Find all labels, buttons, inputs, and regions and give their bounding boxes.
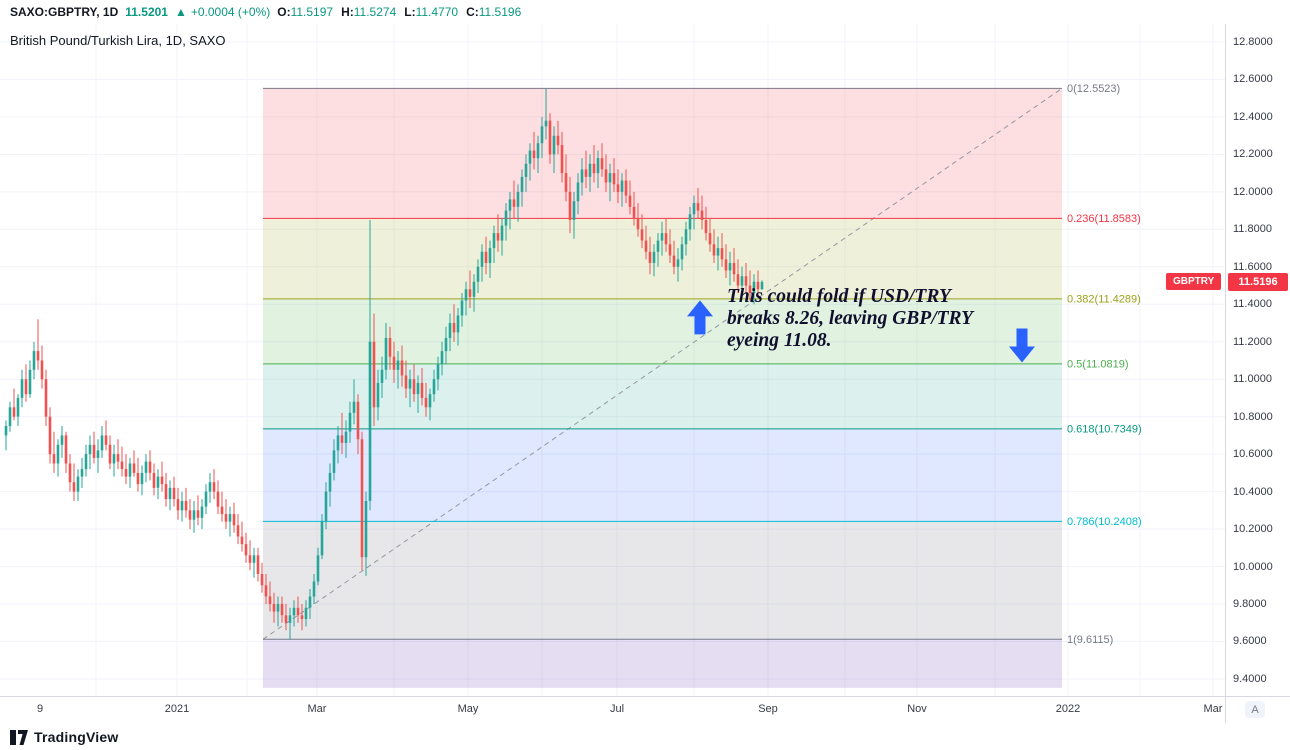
price-axis-label: 10.2000: [1233, 523, 1273, 535]
price-axis-label: 10.4000: [1233, 486, 1273, 498]
fib-level-label: 1(9.6115): [1067, 634, 1113, 646]
annotation-line: eyeing 11.08.: [727, 330, 832, 351]
auto-scale-button[interactable]: A: [1245, 701, 1265, 718]
price-axis-label: 9.4000: [1233, 673, 1267, 685]
time-axis-label: May: [457, 703, 479, 715]
annotation-line: breaks 8.26, leaving GBP/TRY: [727, 308, 974, 329]
chart-legend[interactable]: British Pound/Turkish Lira, 1D, SAXO: [10, 33, 226, 48]
time-axis[interactable]: 9 2021 Mar May Jul Sep Nov 2022 Mar: [0, 696, 1225, 723]
tradingview-logo-icon: [10, 729, 28, 745]
time-axis-label: Sep: [758, 703, 778, 715]
ohlc-values: O: 11.5197 H: 11.5274 L: 11.4770 C: 11.5196: [277, 5, 521, 19]
arrow-down-icon: [1009, 328, 1035, 363]
price-change: ▲ +0.0004 (+0%): [175, 5, 270, 19]
chart-canvas[interactable]: 0(12.5523) 0.236(11.8583) 0.382(11.4289) 0.…: [0, 24, 1225, 696]
fib-retracement[interactable]: 0(12.5523) 0.236(11.8583) 0.382(11.4289) 0.…: [262, 83, 1142, 688]
price-axis-label: 12.8000: [1233, 36, 1273, 48]
price-axis-label: 10.8000: [1233, 411, 1273, 423]
last-price-axis-tag: 11.5196: [1228, 273, 1288, 291]
tradingview-logo-text: TradingView: [34, 729, 119, 745]
fib-level-label: 0.618(10.7349): [1067, 423, 1142, 435]
price-axis[interactable]: 11.5196 9.4000 9.6000 9.8000 10.0000 10.2000…: [1225, 24, 1290, 696]
price-axis-label: 12.2000: [1233, 148, 1273, 160]
price-axis-label: 10.6000: [1233, 448, 1273, 460]
low-value: L: 11.4770: [404, 5, 459, 19]
symbol-title[interactable]: SAXO:GBPTRY, 1D: [10, 5, 119, 19]
time-axis-label: Mar: [1203, 703, 1223, 715]
fib-level-label: 0.236(11.8583): [1067, 213, 1141, 225]
price-axis-label: 12.6000: [1233, 73, 1273, 85]
time-axis-label: 2022: [1055, 703, 1081, 715]
change-text: +0.0004 (+0%): [190, 5, 271, 19]
price-axis-label: 12.0000: [1233, 186, 1273, 198]
tradingview-logo[interactable]: TradingView: [10, 729, 118, 745]
price-axis-label: 11.6000: [1233, 261, 1272, 273]
annotation-line: This could fold if USD/TRY: [727, 286, 951, 307]
time-axis-label: Nov: [907, 703, 927, 715]
up-triangle-icon: ▲: [174, 5, 187, 19]
price-axis-label: 11.8000: [1233, 223, 1272, 235]
time-axis-label: 2021: [164, 703, 190, 715]
close-value: C: 11.5196: [466, 5, 522, 19]
price-axis-label: 9.6000: [1233, 635, 1267, 647]
axis-corner: A: [1225, 696, 1290, 723]
candlestick-series: [4, 88, 764, 640]
fib-level-label: 0(12.5523): [1067, 83, 1120, 95]
price-axis-label: 10.0000: [1233, 561, 1273, 573]
last-price-value: 11.5201: [125, 5, 168, 19]
arrow-markers[interactable]: [687, 300, 1035, 363]
high-value: H: 11.5274: [341, 5, 397, 19]
time-axis-label: 9: [36, 703, 44, 715]
chart-plot-area[interactable]: 0(12.5523) 0.236(11.8583) 0.382(11.4289) 0.…: [0, 24, 1225, 696]
price-axis-label: 12.4000: [1233, 111, 1273, 123]
fib-level-label: 0.786(10.2408): [1067, 516, 1142, 528]
time-axis-label: Jul: [609, 703, 625, 715]
time-axis-label: Mar: [307, 703, 327, 715]
price-axis-label: 11.2000: [1233, 336, 1272, 348]
annotation-text: This could fold if USD/TRY breaks 8.26, …: [727, 286, 973, 352]
series-price-tag: GBPTRY: [1166, 273, 1222, 290]
symbol-info-bar: SAXO:GBPTRY, 1D 11.5201 ▲ +0.0004 (+0%) O…: [0, 0, 1290, 24]
price-axis-label: 11.4000: [1233, 298, 1272, 310]
arrow-up-icon: [687, 300, 713, 335]
price-axis-label: 11.0000: [1233, 373, 1272, 385]
open-value: O: 11.5197: [277, 5, 334, 19]
fib-level-label: 0.382(11.4289): [1067, 293, 1141, 305]
fib-level-label: 0.5(11.0819): [1067, 358, 1129, 370]
price-axis-label: 9.8000: [1233, 598, 1267, 610]
grid: [0, 24, 1225, 696]
